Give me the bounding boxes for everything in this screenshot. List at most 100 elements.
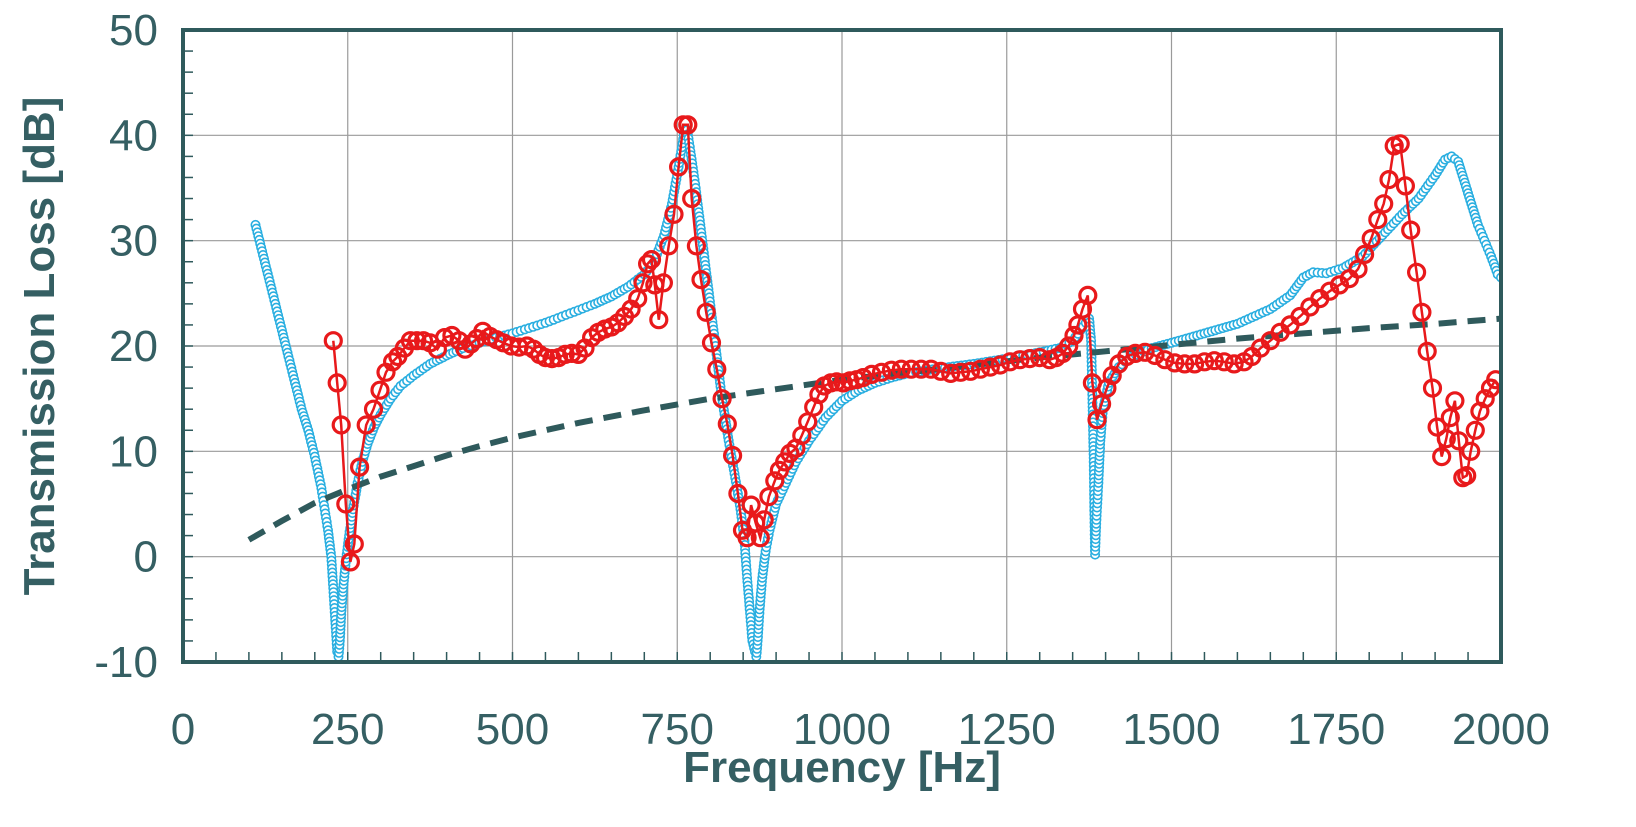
data-point	[1390, 134, 1410, 154]
data-point	[641, 250, 662, 270]
data-point	[1184, 354, 1205, 374]
data-point	[921, 359, 941, 379]
data-point	[1135, 342, 1155, 362]
data-point	[1417, 341, 1437, 361]
data-point	[344, 534, 364, 554]
data-point	[668, 157, 689, 177]
data-point	[653, 273, 674, 293]
data-point	[950, 362, 971, 382]
data-point	[701, 333, 722, 353]
data-point	[1422, 378, 1443, 398]
data-point	[633, 273, 653, 293]
data-point	[664, 204, 684, 224]
data-point	[1461, 441, 1481, 461]
data-point	[1214, 352, 1234, 372]
data-point	[1354, 244, 1375, 264]
data-point	[765, 471, 785, 491]
data-point	[686, 236, 707, 256]
data-point	[696, 302, 716, 322]
data-point	[941, 363, 961, 383]
data-point	[1117, 346, 1137, 367]
data-point	[1449, 431, 1469, 451]
data-point	[1436, 429, 1456, 449]
series-line	[254, 126, 1501, 658]
data-point	[356, 415, 376, 435]
data-point	[1078, 285, 1098, 305]
y-tick-label: 30	[109, 217, 158, 266]
data-point	[990, 355, 1010, 375]
data-point	[407, 331, 427, 351]
data-point	[1194, 352, 1215, 372]
data-point	[1145, 345, 1165, 366]
data-point	[980, 357, 1000, 377]
data-point	[737, 528, 757, 548]
data-point	[901, 359, 921, 379]
data-point	[871, 362, 892, 382]
data-point	[1165, 353, 1185, 373]
data-point	[1432, 447, 1452, 467]
data-point	[881, 360, 902, 380]
data-point	[682, 188, 702, 209]
data-point	[1406, 262, 1427, 282]
data-point	[1427, 417, 1447, 437]
data-point	[931, 361, 951, 381]
x-tick-label: 750	[641, 705, 714, 754]
data-point	[862, 364, 882, 384]
data-point	[1486, 370, 1501, 390]
data-point	[327, 373, 347, 393]
data-point	[323, 331, 343, 351]
data-point	[741, 495, 761, 515]
x-tick-label: 1750	[1287, 705, 1385, 754]
data-point	[911, 359, 931, 379]
series-0	[250, 125, 1501, 662]
data-point	[1368, 210, 1388, 230]
x-tick-label: 2000	[1452, 705, 1550, 754]
y-tick-labels: 50 40 30 20 10 0 -10	[94, 6, 158, 687]
y-tick-label: 50	[109, 6, 158, 55]
data-point	[1401, 220, 1421, 240]
data-point	[637, 254, 658, 274]
data-point	[363, 399, 384, 419]
y-axis-title: Transmission Loss [dB]	[15, 97, 64, 596]
data-point	[555, 344, 575, 364]
x-tick-label: 1000	[793, 705, 891, 754]
data-point	[1412, 302, 1432, 322]
data-point	[960, 361, 981, 381]
data-point	[712, 389, 732, 409]
y-tick-label: 20	[109, 322, 158, 371]
plot-frame	[181, 28, 1503, 664]
data-point	[678, 115, 698, 135]
data-point	[891, 359, 911, 379]
data-point	[750, 528, 770, 548]
data-point	[383, 352, 403, 372]
data-point	[659, 236, 679, 256]
data-point	[370, 380, 390, 400]
data-point	[754, 510, 774, 530]
data-point	[722, 445, 743, 466]
data-point	[1224, 354, 1244, 374]
data-point	[1125, 343, 1145, 363]
x-tick-label: 1500	[1123, 705, 1221, 754]
y-tick-label: 10	[109, 427, 158, 476]
data-point	[1204, 351, 1224, 371]
y-tick-label: 40	[109, 111, 158, 160]
data-point	[853, 368, 873, 388]
data-point	[1155, 350, 1175, 370]
data-point	[1445, 391, 1465, 411]
data-point	[649, 310, 669, 330]
data-point	[331, 415, 351, 435]
series-line	[332, 123, 1497, 563]
data-point	[691, 270, 711, 290]
series-group	[247, 115, 1501, 662]
data-point	[1395, 176, 1416, 196]
x-axis-title: Frequency [Hz]	[683, 743, 1001, 792]
data-point	[1440, 408, 1460, 428]
x-tick-label: 1250	[958, 705, 1056, 754]
x-tick-label: 250	[311, 705, 384, 754]
data-point	[1457, 466, 1477, 486]
y-tick-label: 0	[134, 533, 158, 582]
data-point	[1361, 229, 1381, 249]
data-point	[1290, 306, 1310, 327]
data-point	[717, 414, 737, 434]
